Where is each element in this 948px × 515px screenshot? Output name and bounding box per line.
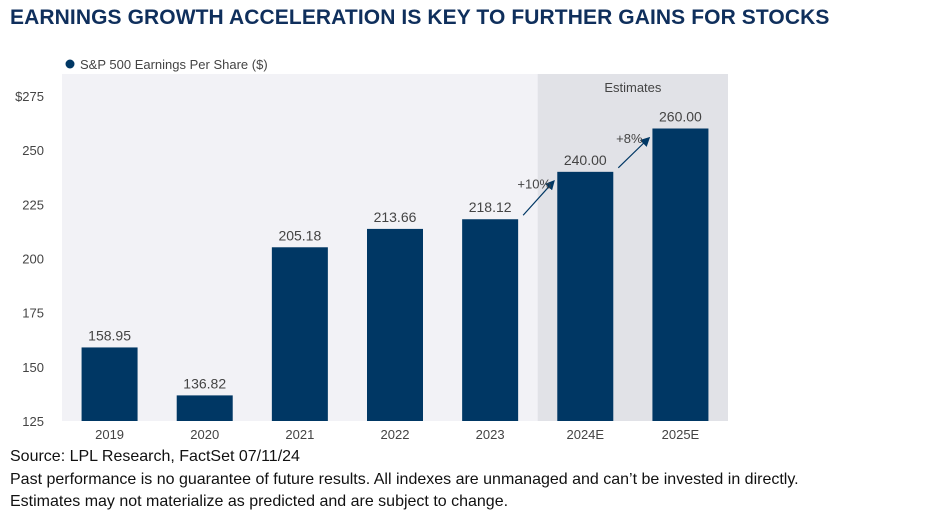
x-tick-label: 2024E [566, 427, 604, 442]
y-tick-label: 250 [22, 143, 44, 158]
bars-group: 158.95 136.82 205.18 213.66 218.12 240.00 260.… [81, 109, 709, 421]
y-tick-label: 200 [22, 252, 44, 267]
y-tick-label: 150 [22, 360, 44, 375]
y-tick-label: 125 [22, 414, 44, 429]
bar-value-label: 136.82 [183, 375, 226, 391]
bar-value-label: 213.66 [374, 209, 417, 225]
x-tick-label: 2022 [381, 427, 410, 442]
disclaimer-line-1: Past performance is no guarantee of futu… [10, 470, 799, 488]
y-tick-label: 175 [22, 306, 44, 321]
estimates-label: Estimates [604, 80, 662, 95]
bar-value-label: 260.00 [659, 109, 702, 125]
source-note: Source: LPL Research, FactSet 07/11/24 [10, 448, 300, 465]
bar [176, 395, 233, 421]
bar-value-label: 218.12 [469, 199, 512, 215]
legend-label: S&P 500 Earnings Per Share ($) [80, 57, 268, 72]
bar [271, 247, 328, 421]
bar-value-label: 205.18 [278, 227, 321, 243]
y-axis: 125 150 175 200 225 250 $275 [15, 89, 44, 429]
eps-bar-chart: Estimates S&P 500 Earnings Per Share ($)… [15, 57, 728, 442]
bar-value-label: 158.95 [88, 327, 131, 343]
y-tick-label: 225 [22, 197, 44, 212]
bar [81, 347, 138, 421]
footer: Source: LPL Research, FactSet 07/11/24 P… [10, 446, 799, 514]
y-tick-label: $275 [15, 89, 44, 104]
growth-arrow [617, 136, 651, 169]
bar [652, 128, 709, 421]
growth-annotations: +10% +8% [517, 131, 651, 216]
growth-arrow [522, 180, 555, 216]
bar-value-label: 240.00 [564, 152, 607, 168]
legend-marker [65, 59, 75, 69]
disclaimer-line-2: Estimates may not materialize as predict… [10, 493, 509, 510]
growth-label: +8% [616, 131, 643, 146]
x-tick-label: 2020 [190, 427, 219, 442]
x-tick-label: 2019 [95, 427, 124, 442]
x-tick-label: 2021 [285, 427, 314, 442]
bar [367, 228, 423, 421]
x-tick-label: 2025E [662, 427, 700, 442]
x-axis: 2019 2020 2021 2022 2023 2024E 2025E [95, 427, 699, 442]
chart-title: EARNINGS GROWTH ACCELERATION IS KEY TO F… [10, 6, 830, 29]
growth-label: +10% [517, 177, 551, 192]
bar [462, 219, 519, 421]
chart-area: Estimates S&P 500 Earnings Per Share ($)… [0, 48, 948, 448]
bar [557, 171, 614, 421]
x-tick-label: 2023 [476, 427, 505, 442]
